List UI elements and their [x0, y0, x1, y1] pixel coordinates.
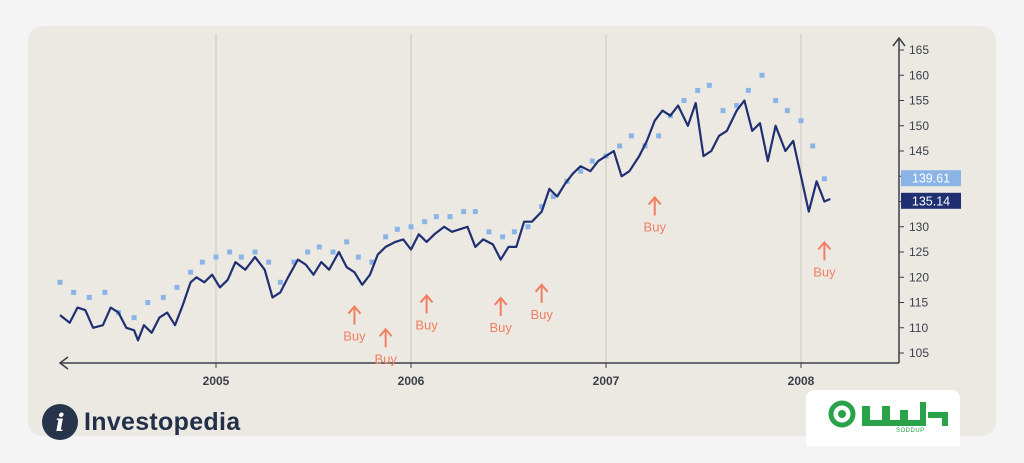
y-tick-label: 155 — [909, 94, 929, 108]
price-marker-point — [759, 72, 765, 78]
buy-label: Buy — [415, 317, 438, 332]
price-marker-point — [472, 209, 478, 215]
price-marker-point — [433, 214, 439, 220]
price-tag-label: 139.61 — [912, 172, 950, 186]
price-marker-point — [695, 87, 701, 93]
price-marker-point — [773, 98, 779, 103]
y-tick-label: 115 — [909, 296, 928, 310]
brand-name: Investopedia — [84, 407, 241, 436]
price-marker-point — [810, 143, 816, 149]
y-axis-arrow — [892, 36, 906, 47]
price-marker-point — [227, 249, 233, 255]
price-marker-point — [681, 98, 687, 103]
price-marker-point — [550, 193, 556, 199]
price-marker-point — [305, 249, 311, 255]
price-tag — [901, 170, 961, 187]
y-tick-label: 110 — [909, 321, 928, 335]
price-marker-point — [447, 214, 453, 220]
price-marker-point — [539, 204, 545, 210]
y-tick-label: 160 — [909, 68, 929, 82]
price-marker-point — [291, 259, 297, 265]
investopedia-mark-icon: i — [42, 404, 78, 440]
price-marker-point — [57, 279, 63, 285]
y-tick-label: 165 — [909, 43, 929, 57]
soddup-logo: SODDUP — [806, 390, 960, 446]
y-tick-label: 120 — [909, 270, 929, 284]
x-tick-label: 2007 — [593, 374, 620, 388]
price-marker-point — [277, 279, 283, 285]
x-axis-arrow — [58, 356, 69, 370]
price-marker-point — [734, 103, 740, 109]
buy-label: Buy — [813, 264, 836, 279]
buy-label: Buy — [489, 320, 512, 335]
y-tick-label: 125 — [909, 245, 929, 259]
buy-label: Buy — [530, 307, 553, 322]
y-tick-label: 150 — [909, 119, 929, 133]
price-tag — [901, 192, 961, 209]
price-marker-point — [316, 244, 322, 250]
price-marker-point — [628, 133, 634, 139]
price-marker-point — [71, 289, 77, 295]
price-marker-point — [188, 269, 194, 275]
price-marker-point — [798, 118, 804, 124]
price-marker-point — [266, 259, 272, 265]
price-marker-point — [252, 249, 258, 255]
price-marker-point — [330, 249, 336, 255]
price-marker-point — [160, 294, 166, 300]
price-marker-point — [145, 300, 151, 305]
price-marker-point — [369, 259, 375, 265]
price-marker-point — [394, 226, 400, 232]
price-marker-point — [238, 254, 244, 260]
price-marker-point — [656, 133, 662, 139]
buy-label: Buy — [374, 351, 397, 366]
price-marker-point — [720, 108, 726, 114]
price-marker-point — [199, 259, 205, 265]
price-marker-point — [86, 294, 92, 300]
soddup-subtext: SODDUP — [896, 428, 925, 434]
price-tag-label: 135.14 — [912, 194, 950, 208]
price-marker-point — [578, 168, 584, 174]
price-marker-point — [383, 234, 389, 240]
buy-arrow-icon — [647, 195, 662, 206]
price-marker-point — [617, 143, 623, 149]
price-marker-point — [511, 229, 517, 235]
buy-arrow-icon — [347, 305, 362, 315]
price-marker-point — [213, 254, 219, 260]
buy-label: Buy — [644, 219, 667, 234]
price-marker-point — [174, 284, 180, 290]
buy-arrow-icon — [378, 327, 393, 337]
x-tick-label: 2008 — [788, 374, 815, 388]
price-marker-point — [344, 239, 350, 245]
buy-arrow-icon — [493, 296, 508, 306]
price-marker-point — [589, 158, 595, 164]
price-marker-point — [422, 219, 428, 225]
price-marker-point — [486, 229, 492, 235]
soddup-logo-icon — [828, 400, 948, 428]
price-marker-point — [706, 82, 712, 88]
price-marker-point — [745, 87, 751, 93]
chart-card: 2005200620072008105110115120125130135140… — [28, 26, 996, 436]
price-marker-point — [408, 224, 414, 230]
buy-arrow-icon — [419, 293, 434, 304]
y-tick-label: 105 — [909, 346, 929, 360]
x-tick-label: 2006 — [398, 374, 425, 388]
buy-arrow-icon — [817, 240, 832, 251]
investopedia-logo: i Investopedia — [42, 404, 240, 440]
price-marker-point — [821, 176, 827, 182]
price-marker-point — [525, 224, 531, 230]
price-marker-point — [461, 209, 467, 215]
price-marker-point — [784, 108, 790, 114]
buy-label: Buy — [343, 329, 366, 344]
price-marker-point — [102, 289, 108, 295]
price-marker-point — [500, 234, 506, 240]
y-tick-label: 145 — [909, 144, 929, 158]
price-marker-point — [355, 254, 361, 260]
x-tick-label: 2005 — [203, 374, 230, 388]
buy-arrow-icon — [534, 283, 549, 293]
price-chart: 2005200620072008105110115120125130135140… — [57, 34, 961, 388]
price-line — [59, 99, 831, 342]
price-marker-point — [131, 315, 137, 321]
y-tick-label: 130 — [909, 220, 929, 234]
